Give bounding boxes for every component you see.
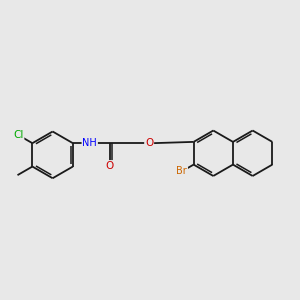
Text: O: O: [106, 161, 114, 171]
Text: Br: Br: [176, 167, 187, 176]
Text: Cl: Cl: [13, 130, 23, 140]
Text: O: O: [145, 138, 153, 148]
Text: NH: NH: [82, 138, 97, 148]
